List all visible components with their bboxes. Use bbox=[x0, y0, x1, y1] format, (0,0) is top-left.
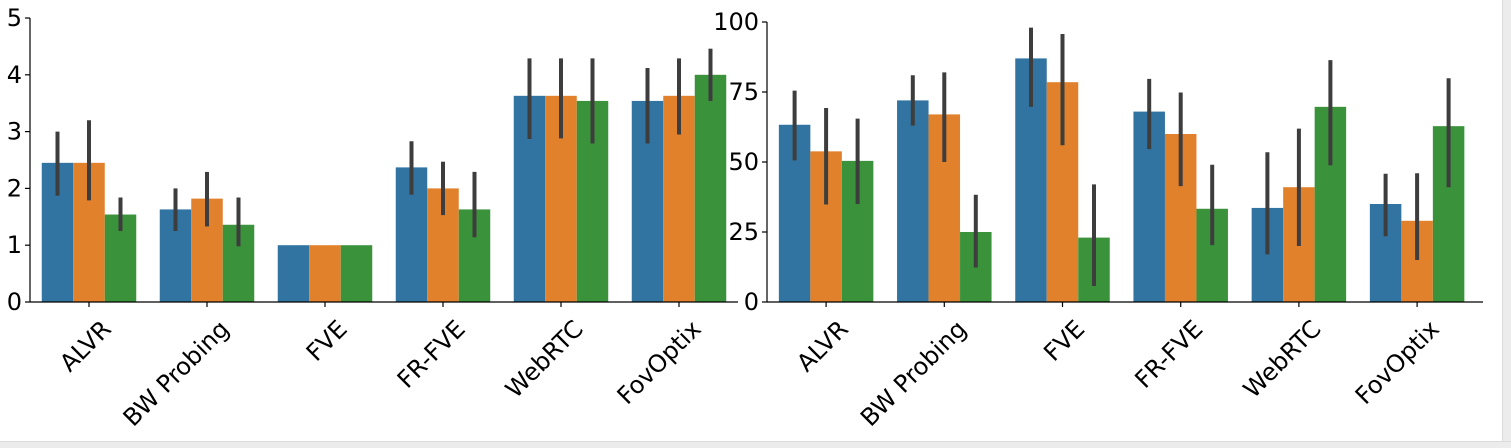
x-tick-label-bw-probing: BW Probing bbox=[118, 315, 235, 432]
y-tick-label: 5 bbox=[7, 4, 22, 32]
bar-fve-series-1 bbox=[277, 245, 310, 302]
y-tick-label: 100 bbox=[713, 8, 759, 36]
x-tick-label-webrtc: WebRTC bbox=[1238, 315, 1327, 404]
y-tick-label: 2 bbox=[7, 174, 22, 202]
y-tick-label: 75 bbox=[728, 78, 759, 106]
x-tick-label-fovoptix: FovOptix bbox=[612, 315, 707, 410]
y-tick-label: 50 bbox=[728, 148, 759, 176]
bar-fve-series-2 bbox=[309, 245, 341, 302]
bar-fve-series-3 bbox=[340, 245, 373, 302]
x-tick-label-webrtc: WebRTC bbox=[500, 315, 589, 404]
x-tick-label-alvr: ALVR bbox=[791, 315, 853, 377]
y-tick-label: 3 bbox=[7, 118, 22, 146]
y-tick-label: 4 bbox=[7, 61, 22, 89]
x-tick-label-fr-fve: FR-FVE bbox=[1129, 315, 1208, 394]
x-tick-label-fovoptix: FovOptix bbox=[1350, 315, 1445, 410]
y-tick-label: 0 bbox=[7, 288, 22, 316]
window-edge-bottom bbox=[0, 441, 1511, 448]
bar-fovoptix-series-3 bbox=[694, 74, 727, 302]
left-bar-chart: 0 1 2 3 4 5 ALVR BW Probing FVE FR-FVE WebRTC FovOp… bbox=[7, 4, 738, 432]
x-tick-label-fve: FVE bbox=[1038, 315, 1090, 367]
window-edge-right bbox=[1502, 0, 1511, 448]
x-tick-label-fve: FVE bbox=[301, 315, 353, 367]
y-tick-label: 1 bbox=[7, 231, 22, 259]
right-bar-chart: 0 25 50 75 100 ALVR BW Probing FVE FR-FVE WebRTC F… bbox=[713, 8, 1483, 432]
y-tick-label: 25 bbox=[728, 218, 759, 246]
y-tick-label: 0 bbox=[744, 288, 759, 316]
x-tick-label-bw-probing: BW Probing bbox=[855, 315, 972, 432]
bar-bw-probing-series-1 bbox=[897, 100, 929, 303]
x-tick-label-fr-fve: FR-FVE bbox=[392, 315, 471, 394]
x-tick-label-alvr: ALVR bbox=[54, 315, 116, 377]
